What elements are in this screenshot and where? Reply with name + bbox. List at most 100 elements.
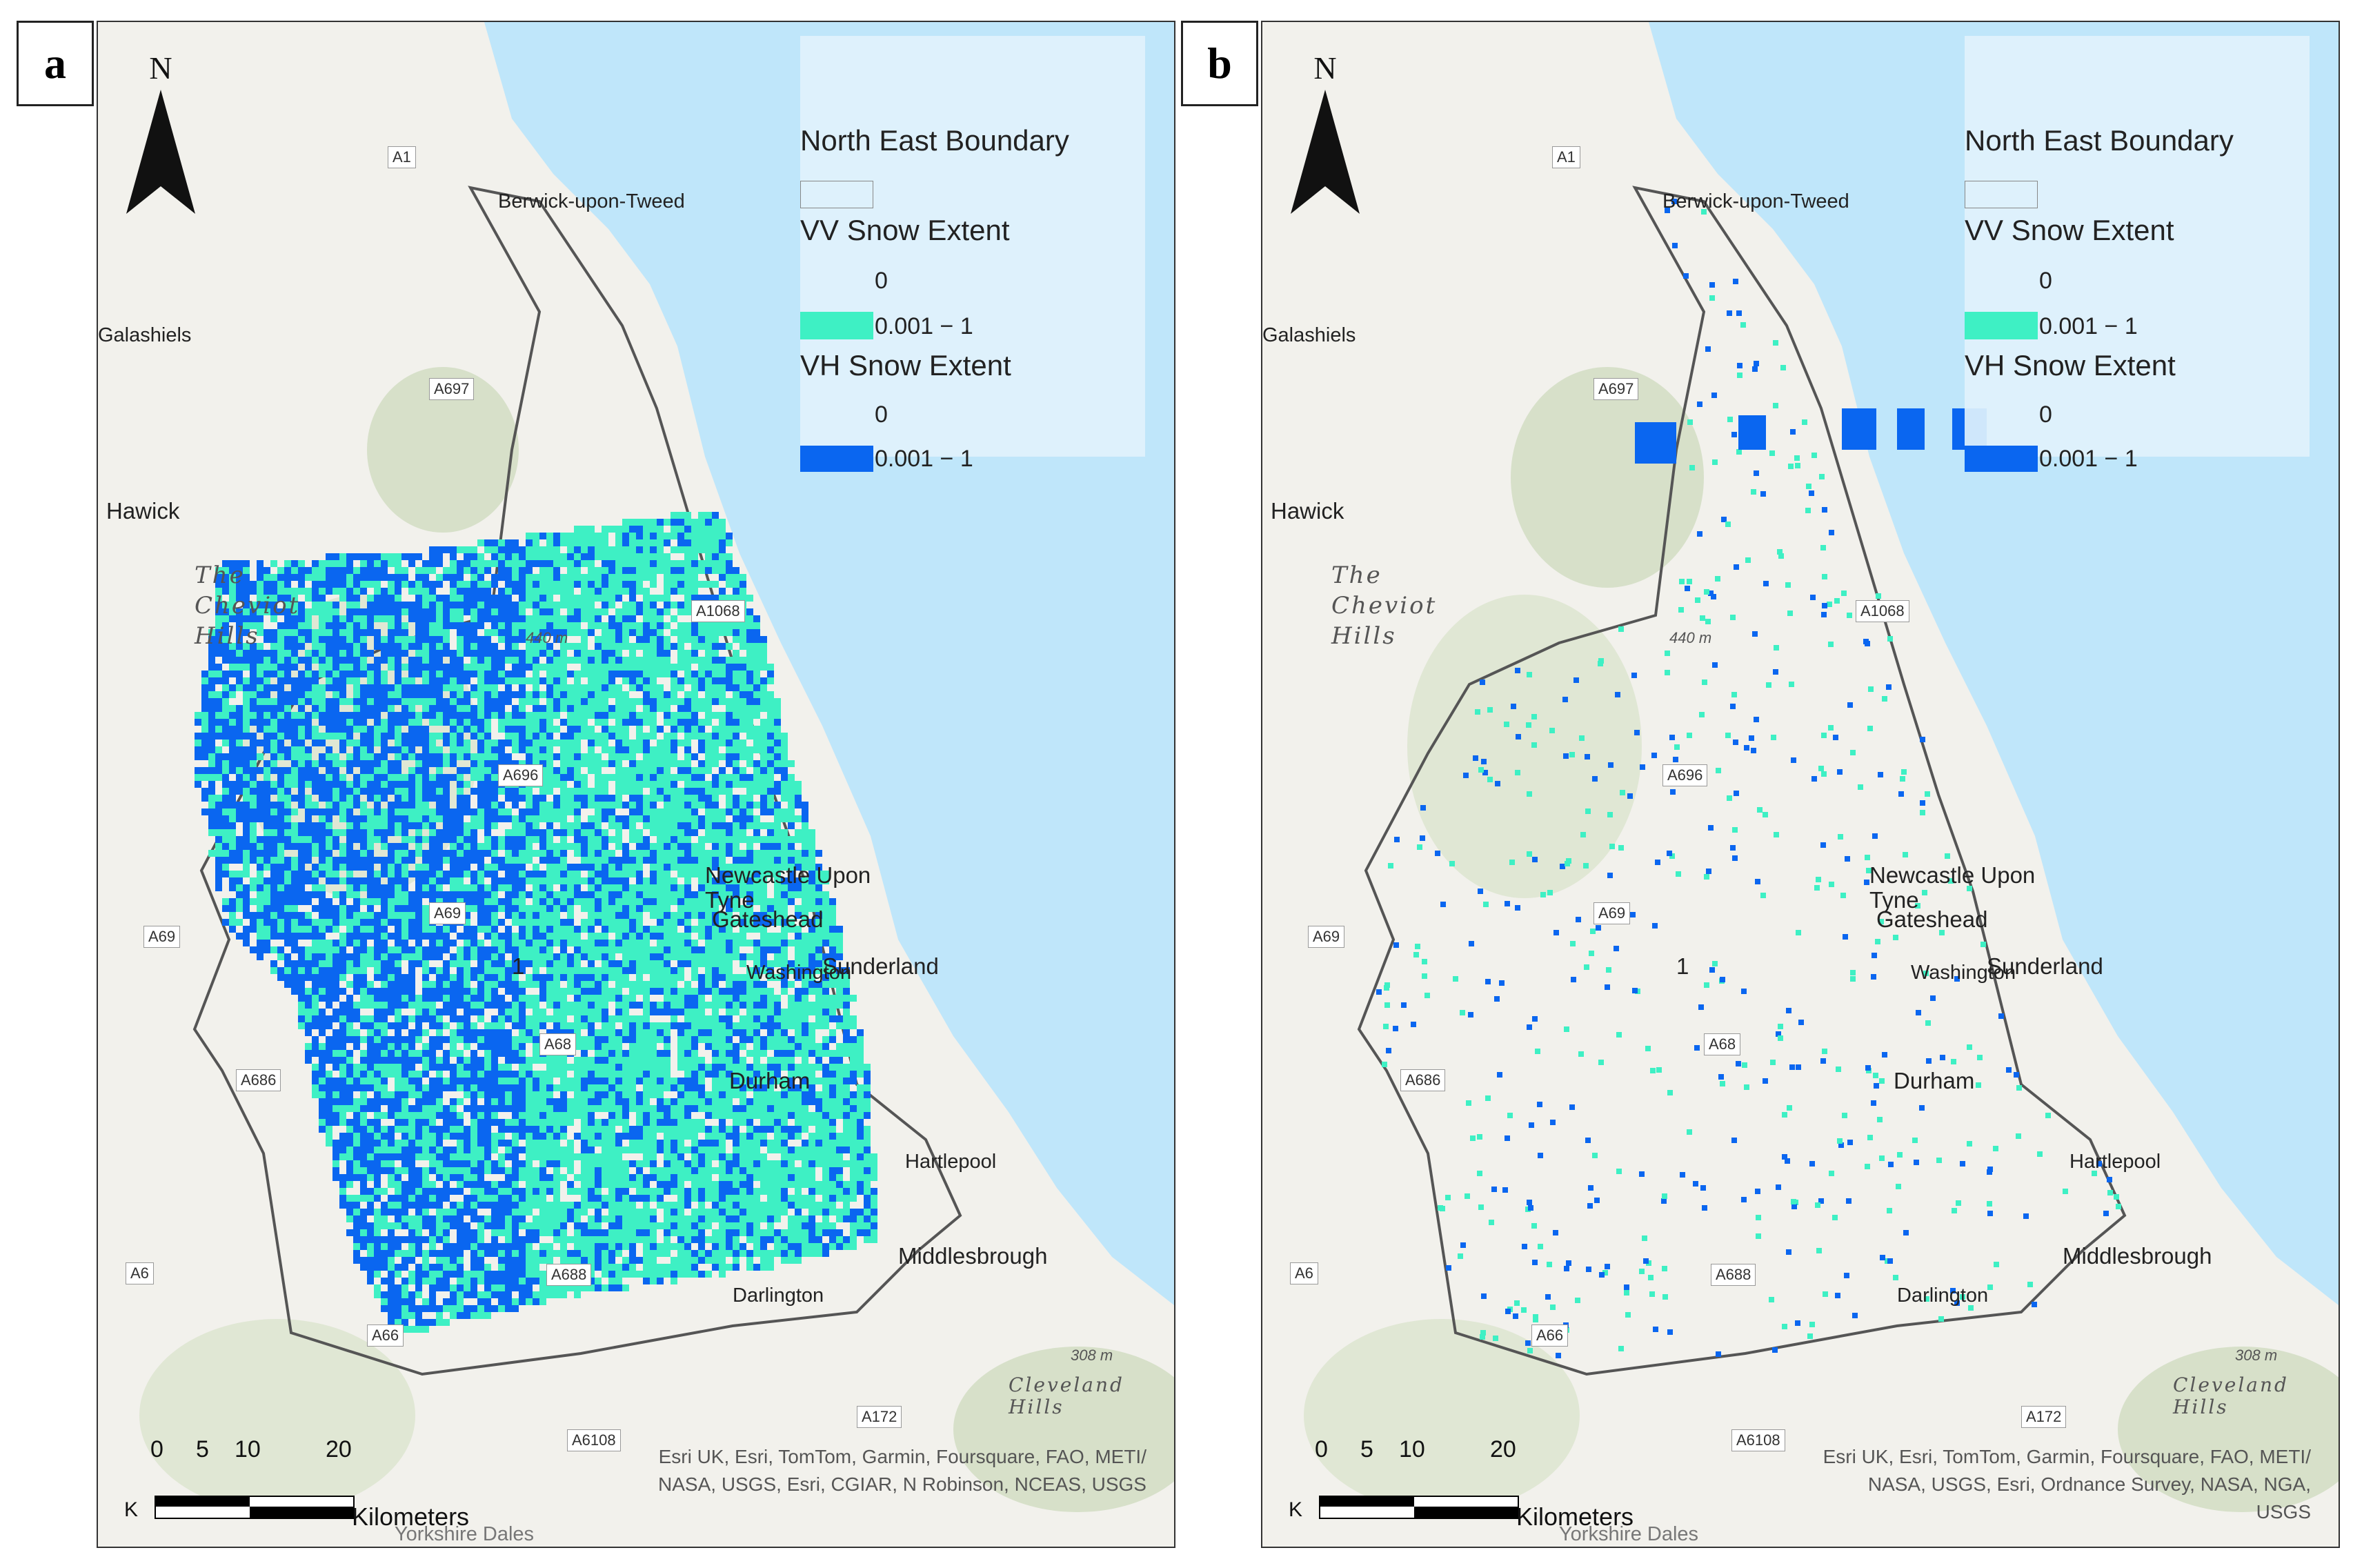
snow-pixel <box>795 1002 802 1009</box>
snow-pixel <box>526 753 533 760</box>
snow-pixel <box>457 857 464 864</box>
snow-pixel <box>436 629 443 636</box>
snow-pixel <box>705 884 712 891</box>
snow-pixel <box>505 836 512 843</box>
snow-pixel <box>650 753 657 760</box>
snow-pixel <box>436 815 443 822</box>
snow-pixel <box>381 871 388 877</box>
snow-pixel <box>519 719 526 726</box>
snow-pixel <box>615 546 622 553</box>
snow-pixel <box>650 988 657 995</box>
snow-pixel <box>443 546 450 553</box>
snow-pixel <box>595 705 602 712</box>
snow-pixel <box>491 933 498 940</box>
snow-pixel <box>208 788 215 795</box>
snow-pixel <box>553 622 560 629</box>
snow-pixel <box>415 850 422 857</box>
snow-pixel <box>615 712 622 719</box>
snow-pixel <box>415 884 422 891</box>
snow-pixel <box>201 698 208 705</box>
snow-pixel <box>360 877 367 884</box>
snow-pixel <box>629 940 636 946</box>
snow-pixel <box>201 733 208 740</box>
snow-pixel <box>339 574 346 581</box>
snow-pixel <box>326 733 332 740</box>
snow-pixel <box>201 677 208 684</box>
snow-pixel <box>595 981 602 988</box>
snow-pixel <box>539 857 546 864</box>
snow-pixel <box>243 753 250 760</box>
snow-pixel <box>746 802 753 808</box>
snow-pixel <box>726 912 733 919</box>
snow-pixel <box>719 753 726 760</box>
snow-pixel <box>795 995 802 1002</box>
snow-pixel <box>464 622 470 629</box>
snow-pixel <box>677 940 684 946</box>
snow-pixel <box>664 988 671 995</box>
snow-pixel <box>643 740 650 746</box>
snow-pixel <box>408 753 415 760</box>
snow-pixel <box>277 581 284 588</box>
snow-pixel <box>236 712 243 719</box>
snow-pixel <box>222 608 229 615</box>
snow-pixel <box>229 843 236 850</box>
snow-pixel <box>270 746 277 753</box>
snow-pixel <box>636 733 643 740</box>
snow-pixel <box>415 829 422 836</box>
snow-pixel <box>408 898 415 905</box>
snow-pixel <box>360 753 367 760</box>
snow-pixel <box>284 671 291 677</box>
snow-pixel <box>312 608 319 615</box>
snow-pixel <box>677 871 684 877</box>
snow-pixel <box>698 1002 705 1009</box>
snow-pixel <box>215 712 222 719</box>
snow-pixel <box>705 512 712 519</box>
snow-pixel <box>574 671 581 677</box>
snow-pixel <box>671 774 677 781</box>
snow-pixel <box>346 608 353 615</box>
snow-pixel <box>546 650 553 657</box>
snow-pixel <box>705 967 712 974</box>
snow-pixel <box>512 574 519 581</box>
snow-pixel <box>339 691 346 698</box>
snow-pixel <box>546 905 553 912</box>
snow-pixel <box>443 815 450 822</box>
snow-pixel <box>353 946 360 953</box>
snow-pixel <box>250 671 257 677</box>
snow-pixel <box>746 698 753 705</box>
snow-pixel <box>298 602 305 608</box>
snow-pixel <box>374 581 381 588</box>
snow-pixel <box>422 822 429 829</box>
snow-pixel <box>684 698 691 705</box>
snow-pixel <box>553 740 560 746</box>
snow-pixel <box>436 829 443 836</box>
snow-pixel <box>767 760 774 767</box>
snow-pixel <box>236 891 243 898</box>
snow-pixel <box>726 953 733 960</box>
snow-pixel <box>491 677 498 684</box>
snow-pixel <box>353 788 360 795</box>
snow-pixel <box>422 960 429 967</box>
snow-pixel <box>401 602 408 608</box>
snow-pixel <box>526 815 533 822</box>
snow-pixel <box>277 953 284 960</box>
snow-pixel <box>760 760 767 767</box>
snow-pixel <box>726 664 733 671</box>
snow-pixel <box>374 829 381 836</box>
snow-pixel <box>457 953 464 960</box>
map-panel-a[interactable]: N Berwick-upon-Tweed Galashiels Hawick T… <box>97 21 1175 1548</box>
snow-pixel <box>546 926 553 933</box>
snow-pixel <box>519 953 526 960</box>
snow-pixel <box>395 808 401 815</box>
snow-pixel <box>491 1002 498 1009</box>
snow-pixel <box>698 995 705 1002</box>
snow-pixel <box>546 760 553 767</box>
snow-pixel <box>684 691 691 698</box>
snow-pixel <box>498 788 505 795</box>
snow-pixel <box>298 836 305 843</box>
snow-pixel <box>326 698 332 705</box>
snow-pixel <box>367 553 374 560</box>
snow-pixel <box>236 677 243 684</box>
snow-pixel <box>712 726 719 733</box>
snow-pixel <box>374 698 381 705</box>
